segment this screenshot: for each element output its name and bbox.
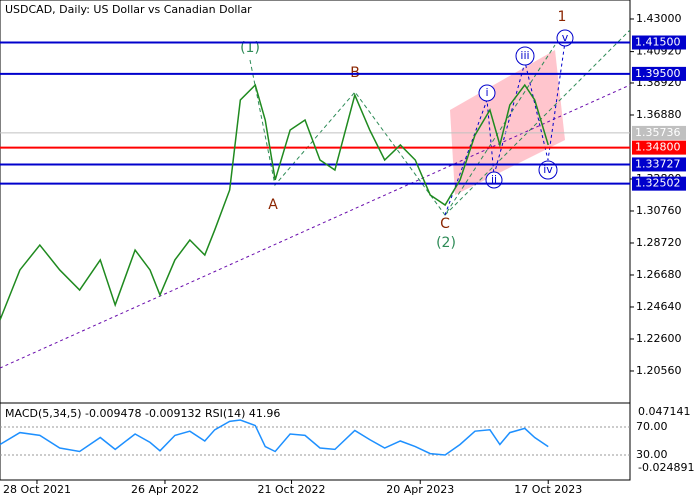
x-tick-label: 26 Apr 2022 xyxy=(131,483,199,496)
wave-label: C xyxy=(440,216,450,232)
chart-title: USDCAD, Daily: US Dollar vs Canadian Dol… xyxy=(5,3,252,16)
level-box xyxy=(632,157,686,172)
trend-line xyxy=(0,84,631,369)
wave-label: A xyxy=(268,197,278,213)
level-label: 1.33727 xyxy=(635,157,681,170)
wave-label: ii xyxy=(491,173,497,186)
y2-tick-label: 70.00 xyxy=(636,420,668,433)
y-tick-label: 1.43000 xyxy=(636,12,682,25)
wave-circle xyxy=(538,160,558,180)
wave-line xyxy=(444,41,566,216)
y-tick-label: 1.22600 xyxy=(636,332,682,345)
wave-line xyxy=(249,44,556,216)
wave-label: 1 xyxy=(558,9,567,25)
wave-label: (1) xyxy=(240,40,260,56)
y-tick-label: 1.24640 xyxy=(636,300,682,313)
y-tick-label: 1.26680 xyxy=(636,268,682,281)
price-line xyxy=(0,83,549,321)
wave-label: v xyxy=(562,31,569,44)
y2-tick-label: 30.00 xyxy=(636,448,668,461)
level-box xyxy=(632,66,686,81)
x-tick-label: 21 Oct 2022 xyxy=(258,483,326,496)
level-box xyxy=(632,140,686,155)
level-label: 1.35736 xyxy=(635,126,681,139)
level-label: 1.34800 xyxy=(635,141,681,154)
level-box xyxy=(632,176,686,191)
wave-label: (2) xyxy=(436,235,456,251)
x-tick-label: 20 Apr 2023 xyxy=(386,483,454,496)
y-tick-label: 1.28720 xyxy=(636,236,682,249)
wave-label: iii xyxy=(520,49,529,62)
level-label: 1.39500 xyxy=(635,67,681,80)
y-tick-label: 1.20560 xyxy=(636,364,682,377)
level-label: 1.32502 xyxy=(635,177,681,190)
indicator-scale: 0.047141 xyxy=(638,405,691,418)
level-label: 1.41500 xyxy=(635,36,681,49)
level-box xyxy=(632,125,686,140)
wave-label: iv xyxy=(543,163,553,176)
y-tick-label: 1.30760 xyxy=(636,204,682,217)
rsi-line xyxy=(0,419,549,456)
indicator-label: MACD(5,34,5) -0.009478 -0.009132 RSI(14)… xyxy=(5,407,280,420)
x-tick-label: 17 Oct 2023 xyxy=(514,483,582,496)
x-tick-label: 28 Oct 2021 xyxy=(3,483,71,496)
channel xyxy=(450,50,565,195)
wave-circle xyxy=(515,46,535,66)
wave-label: i xyxy=(485,86,488,99)
level-box xyxy=(632,35,686,50)
indicator-scale: -0.024891 xyxy=(638,461,694,474)
y-tick-label: 1.36880 xyxy=(636,108,682,121)
wave-circle xyxy=(478,84,496,102)
